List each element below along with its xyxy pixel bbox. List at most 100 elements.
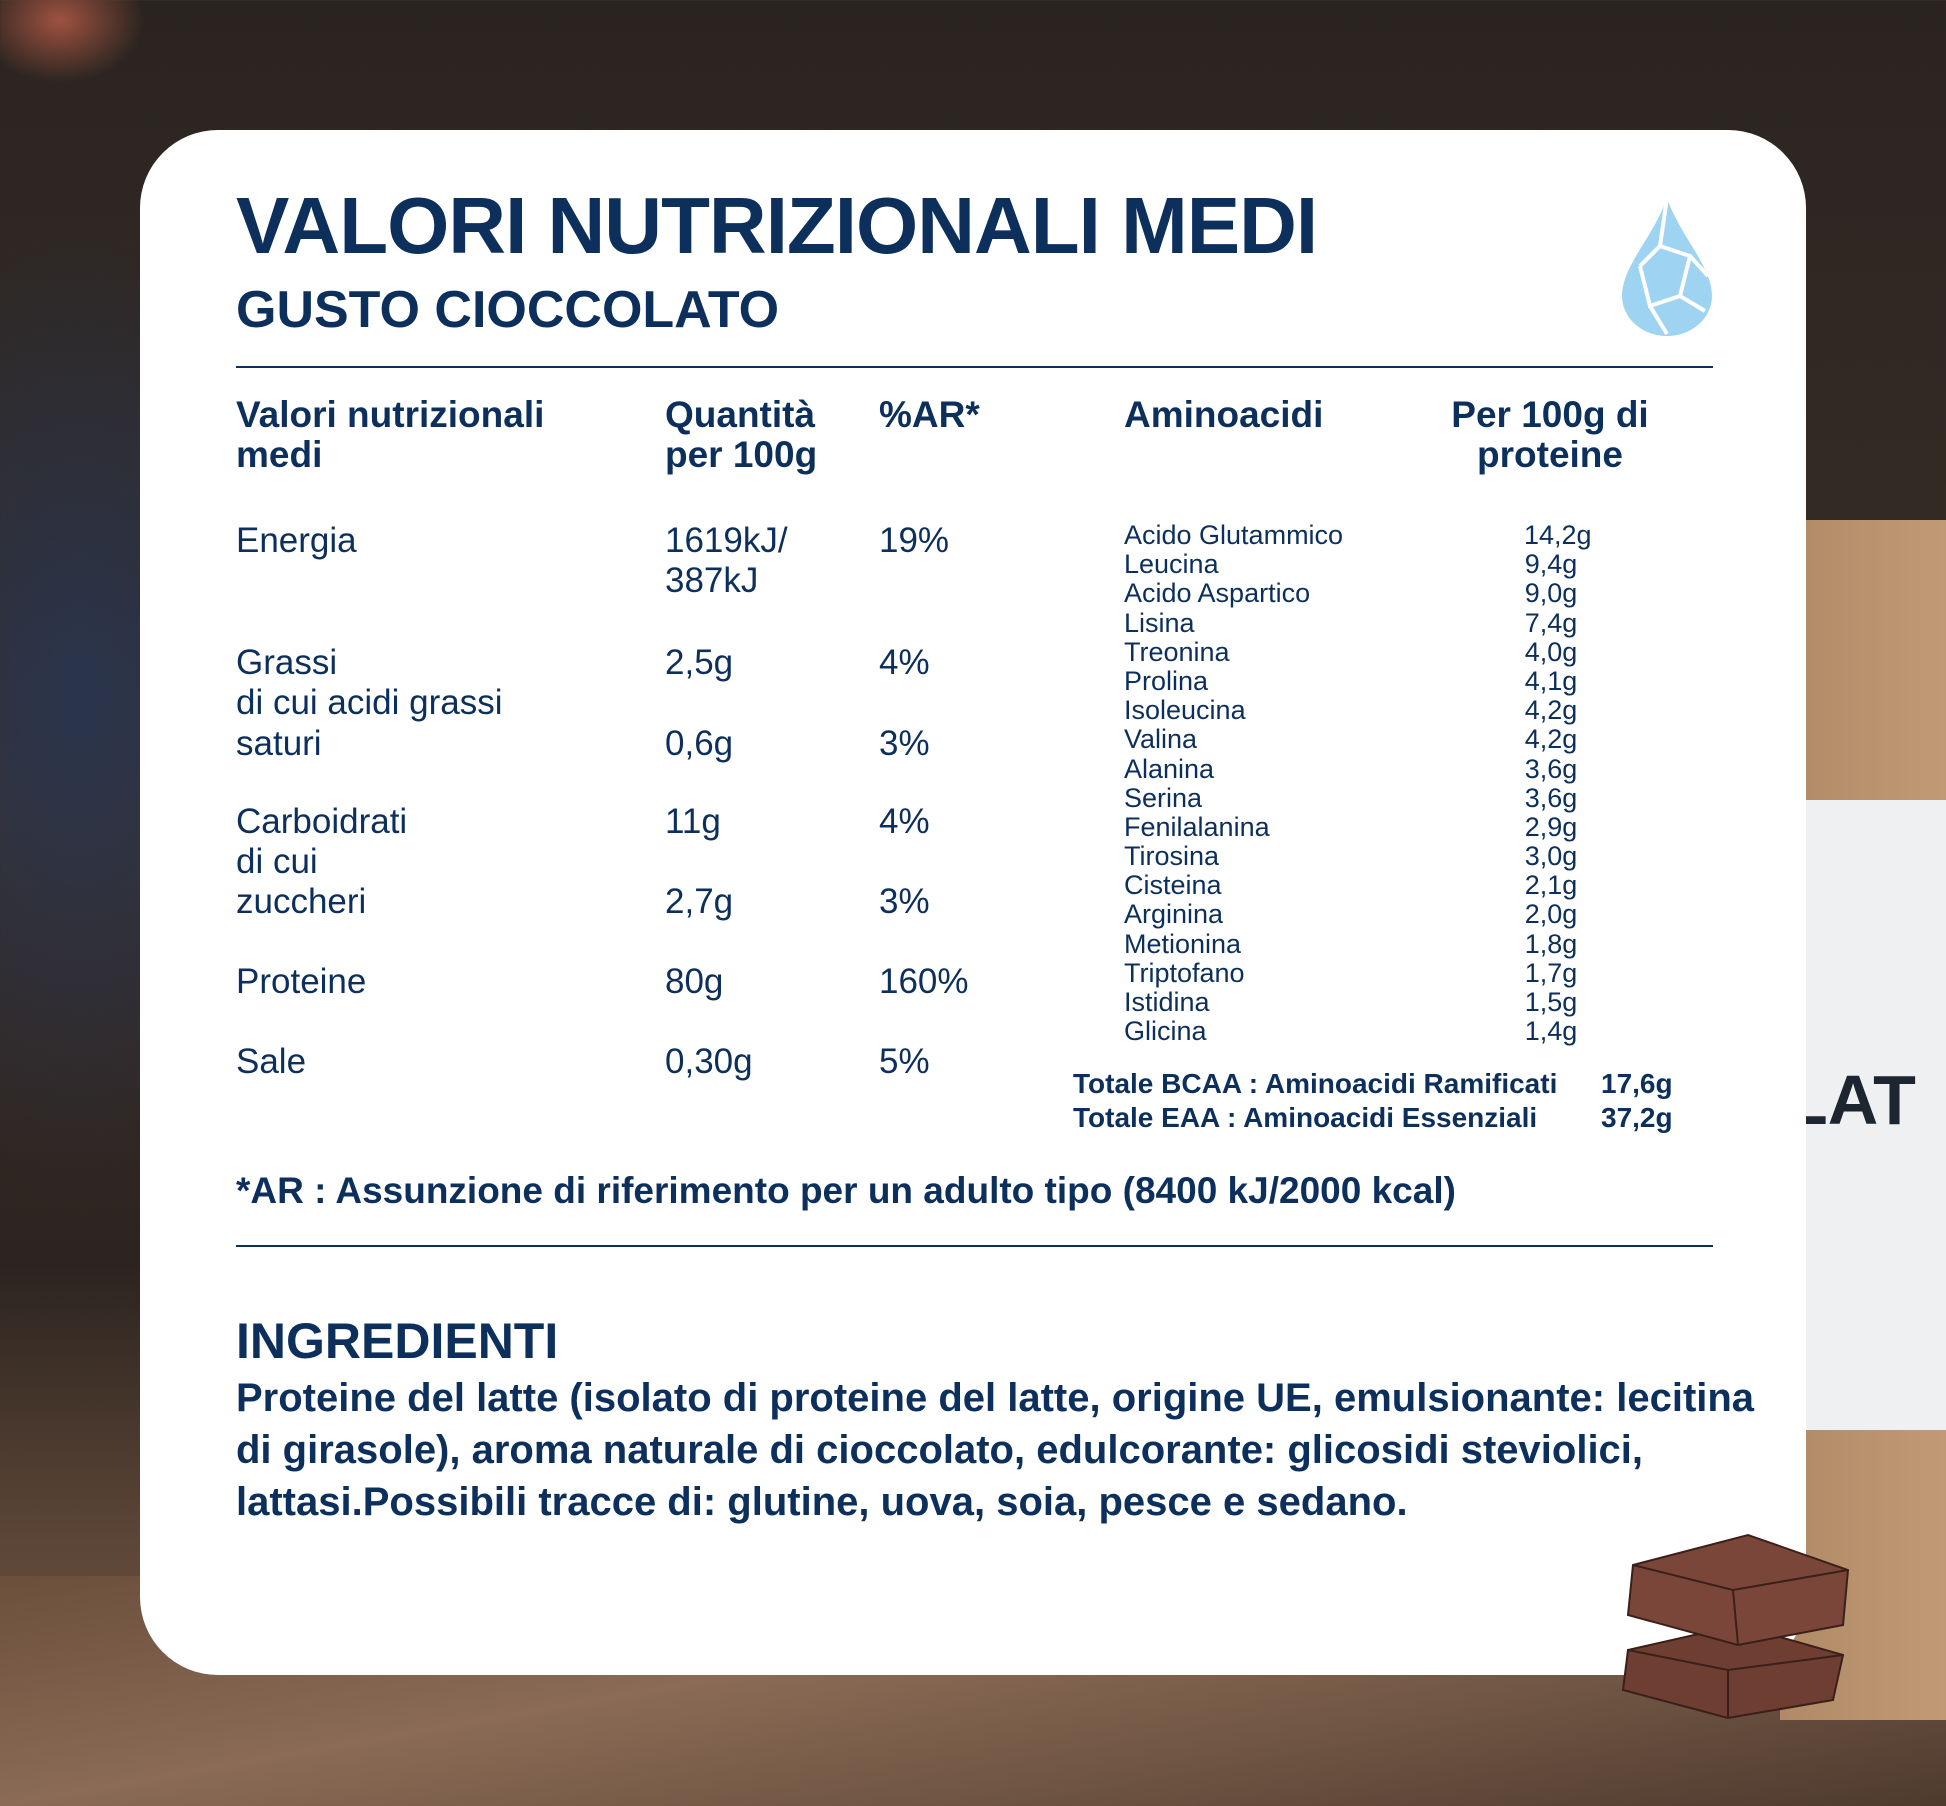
header-nutrient: medi xyxy=(236,434,323,475)
amino-value: 1,5g xyxy=(1524,987,1578,1017)
header-nutrient: Valori nutrizionali xyxy=(236,394,545,435)
nutrient-ar: 4% xyxy=(879,643,930,682)
allergen-text: glutine xyxy=(727,1480,859,1524)
ingredient-text: , xyxy=(1076,1480,1099,1524)
ingredient-text: . xyxy=(1396,1480,1408,1524)
bag-text: LAT xyxy=(1785,1061,1916,1139)
header-amino-value: Per 100g di xyxy=(1451,394,1649,435)
header-ar: %AR* xyxy=(879,394,980,435)
nutrient-name: Energia xyxy=(236,521,357,560)
flavor-subtitle: GUSTO CIOCCOLATO xyxy=(236,281,780,339)
amino-name: Isoleucina xyxy=(1124,695,1246,726)
nutrient-name: zuccheri xyxy=(236,882,367,921)
nutrient-name: saturi xyxy=(236,724,322,763)
amino-row: Cisteina 2,1g xyxy=(1124,871,1624,900)
nutrition-card xyxy=(140,130,1806,1675)
nutrient-quantity: 0,30g xyxy=(665,1042,753,1081)
nutrient-ar: 5% xyxy=(879,1042,930,1081)
amino-row: Leucina 9,4g xyxy=(1124,550,1624,579)
nutrient-name: Grassi xyxy=(236,643,338,682)
nutrient-ar: 19% xyxy=(879,521,950,560)
nutrient-name: Sale xyxy=(236,1042,307,1081)
header-amino-value: proteine xyxy=(1477,434,1623,475)
allergen-text: latte xyxy=(476,1376,559,1420)
nutrient-ar: 3% xyxy=(879,724,930,763)
amino-acid-list: Acido Glutammico 14,2g Leucina 9,4g Acido As… xyxy=(1124,521,1624,1046)
amino-row: Prolina 4,1g xyxy=(1124,665,1624,696)
amino-value: 1,7g xyxy=(1524,957,1578,988)
nutrient-quantity: 387kJ xyxy=(665,561,759,600)
nutrient-quantity: 0,6g xyxy=(665,724,734,763)
allergen-text: uova xyxy=(880,1480,974,1524)
amino-row: Acido Glutammico 14,2g xyxy=(1124,521,1624,550)
divider xyxy=(236,1245,1713,1247)
amino-name: Lisina xyxy=(1124,607,1195,638)
nutrient-ar: 160% xyxy=(879,962,969,1001)
amino-row: Istidina 1,5g xyxy=(1124,988,1624,1017)
amino-value: 4,0g xyxy=(1524,636,1578,667)
amino-value: 4,1g xyxy=(1524,665,1578,696)
chocolate-pieces-icon xyxy=(1621,1533,1850,1720)
page-title: VALORI NUTRIZIONALI MEDI xyxy=(236,181,1318,270)
total-label: Totale BCAA : Aminoacidi Ramificati xyxy=(1073,1068,1558,1099)
water-drop-icon xyxy=(1622,197,1712,336)
nutrient-name: Carboidrati xyxy=(236,802,408,841)
amino-name: Glicina xyxy=(1124,1016,1207,1047)
total-value: 17,6g xyxy=(1601,1068,1673,1099)
amino-value: 2,0g xyxy=(1524,899,1578,930)
amino-row: Triptofano 1,7g xyxy=(1124,957,1624,988)
amino-row: Arginina 2,0g xyxy=(1124,900,1624,929)
reference-intake-note: *AR : Assunzione di riferimento per un a… xyxy=(236,1170,1456,1211)
amino-name: Treonina xyxy=(1124,636,1230,667)
amino-name: Acido Glutammico xyxy=(1124,520,1344,550)
nutrient-quantity: 2,7g xyxy=(665,882,734,921)
amino-row: Valina 4,2g xyxy=(1124,725,1624,754)
amino-name: Alanina xyxy=(1124,753,1215,784)
amino-value: 2,1g xyxy=(1524,870,1578,901)
amino-name: Cisteina xyxy=(1124,870,1222,901)
amino-name: Metionina xyxy=(1124,928,1242,959)
divider xyxy=(236,366,1713,368)
product-bag-label xyxy=(1800,800,1946,1430)
amino-row: Alanina 3,6g xyxy=(1124,753,1624,784)
amino-value: 2,9g xyxy=(1524,811,1578,842)
amino-row: Isoleucina 4,2g xyxy=(1124,696,1624,725)
allergen-text: soia xyxy=(996,1480,1077,1524)
total-value: 37,2g xyxy=(1601,1102,1673,1133)
ingredient-text: e xyxy=(1211,1480,1257,1524)
amino-row: Tirosina 3,0g xyxy=(1124,842,1624,871)
ingredients-title: INGREDIENTI xyxy=(236,1313,559,1369)
amino-name: Istidina xyxy=(1124,987,1210,1017)
nutrient-quantity: 11g xyxy=(665,802,721,841)
header-amino-name: Aminoacidi xyxy=(1124,394,1324,435)
amino-value: 4,2g xyxy=(1524,695,1578,726)
amino-name: Acido Aspartico xyxy=(1124,578,1311,609)
header-quantity: Quantità xyxy=(665,394,816,435)
amino-name: Arginina xyxy=(1124,899,1224,930)
amino-value: 4,2g xyxy=(1524,724,1578,755)
amino-name: Prolina xyxy=(1124,665,1209,696)
nutrient-quantity: 1619kJ/ xyxy=(665,521,788,560)
amino-name: Serina xyxy=(1124,782,1203,813)
nutrient-name: di cui acidi grassi xyxy=(236,683,503,722)
amino-name: Triptofano xyxy=(1124,957,1245,988)
amino-row: Treonina 4,0g xyxy=(1124,636,1624,667)
amino-row: Fenilalanina 2,9g xyxy=(1124,811,1624,842)
nutrient-ar: 4% xyxy=(879,802,930,841)
amino-name: Fenilalanina xyxy=(1124,811,1270,842)
nutrient-quantity: 80g xyxy=(665,962,724,1001)
amino-value: 3,6g xyxy=(1524,753,1578,784)
amino-row: Serina 3,6g xyxy=(1124,782,1624,813)
ingredients-text: Proteine del latte (isolato di proteine … xyxy=(236,1372,1756,1528)
total-label: Totale EAA : Aminoacidi Essenziali xyxy=(1073,1102,1538,1133)
header-quantity: per 100g xyxy=(665,434,818,475)
amino-value: 7,4g xyxy=(1524,607,1578,638)
amino-value: 9,0g xyxy=(1524,578,1578,609)
ingredient-text: , xyxy=(858,1480,881,1524)
amino-value: 14,2g xyxy=(1524,520,1592,550)
amino-name: Valina xyxy=(1124,724,1198,755)
amino-value: 9,4g xyxy=(1524,549,1578,580)
ingredient-text: , xyxy=(973,1480,997,1524)
nutrient-ar: 3% xyxy=(879,882,930,921)
amino-row: Acido Aspartico 9,0g xyxy=(1124,579,1624,608)
